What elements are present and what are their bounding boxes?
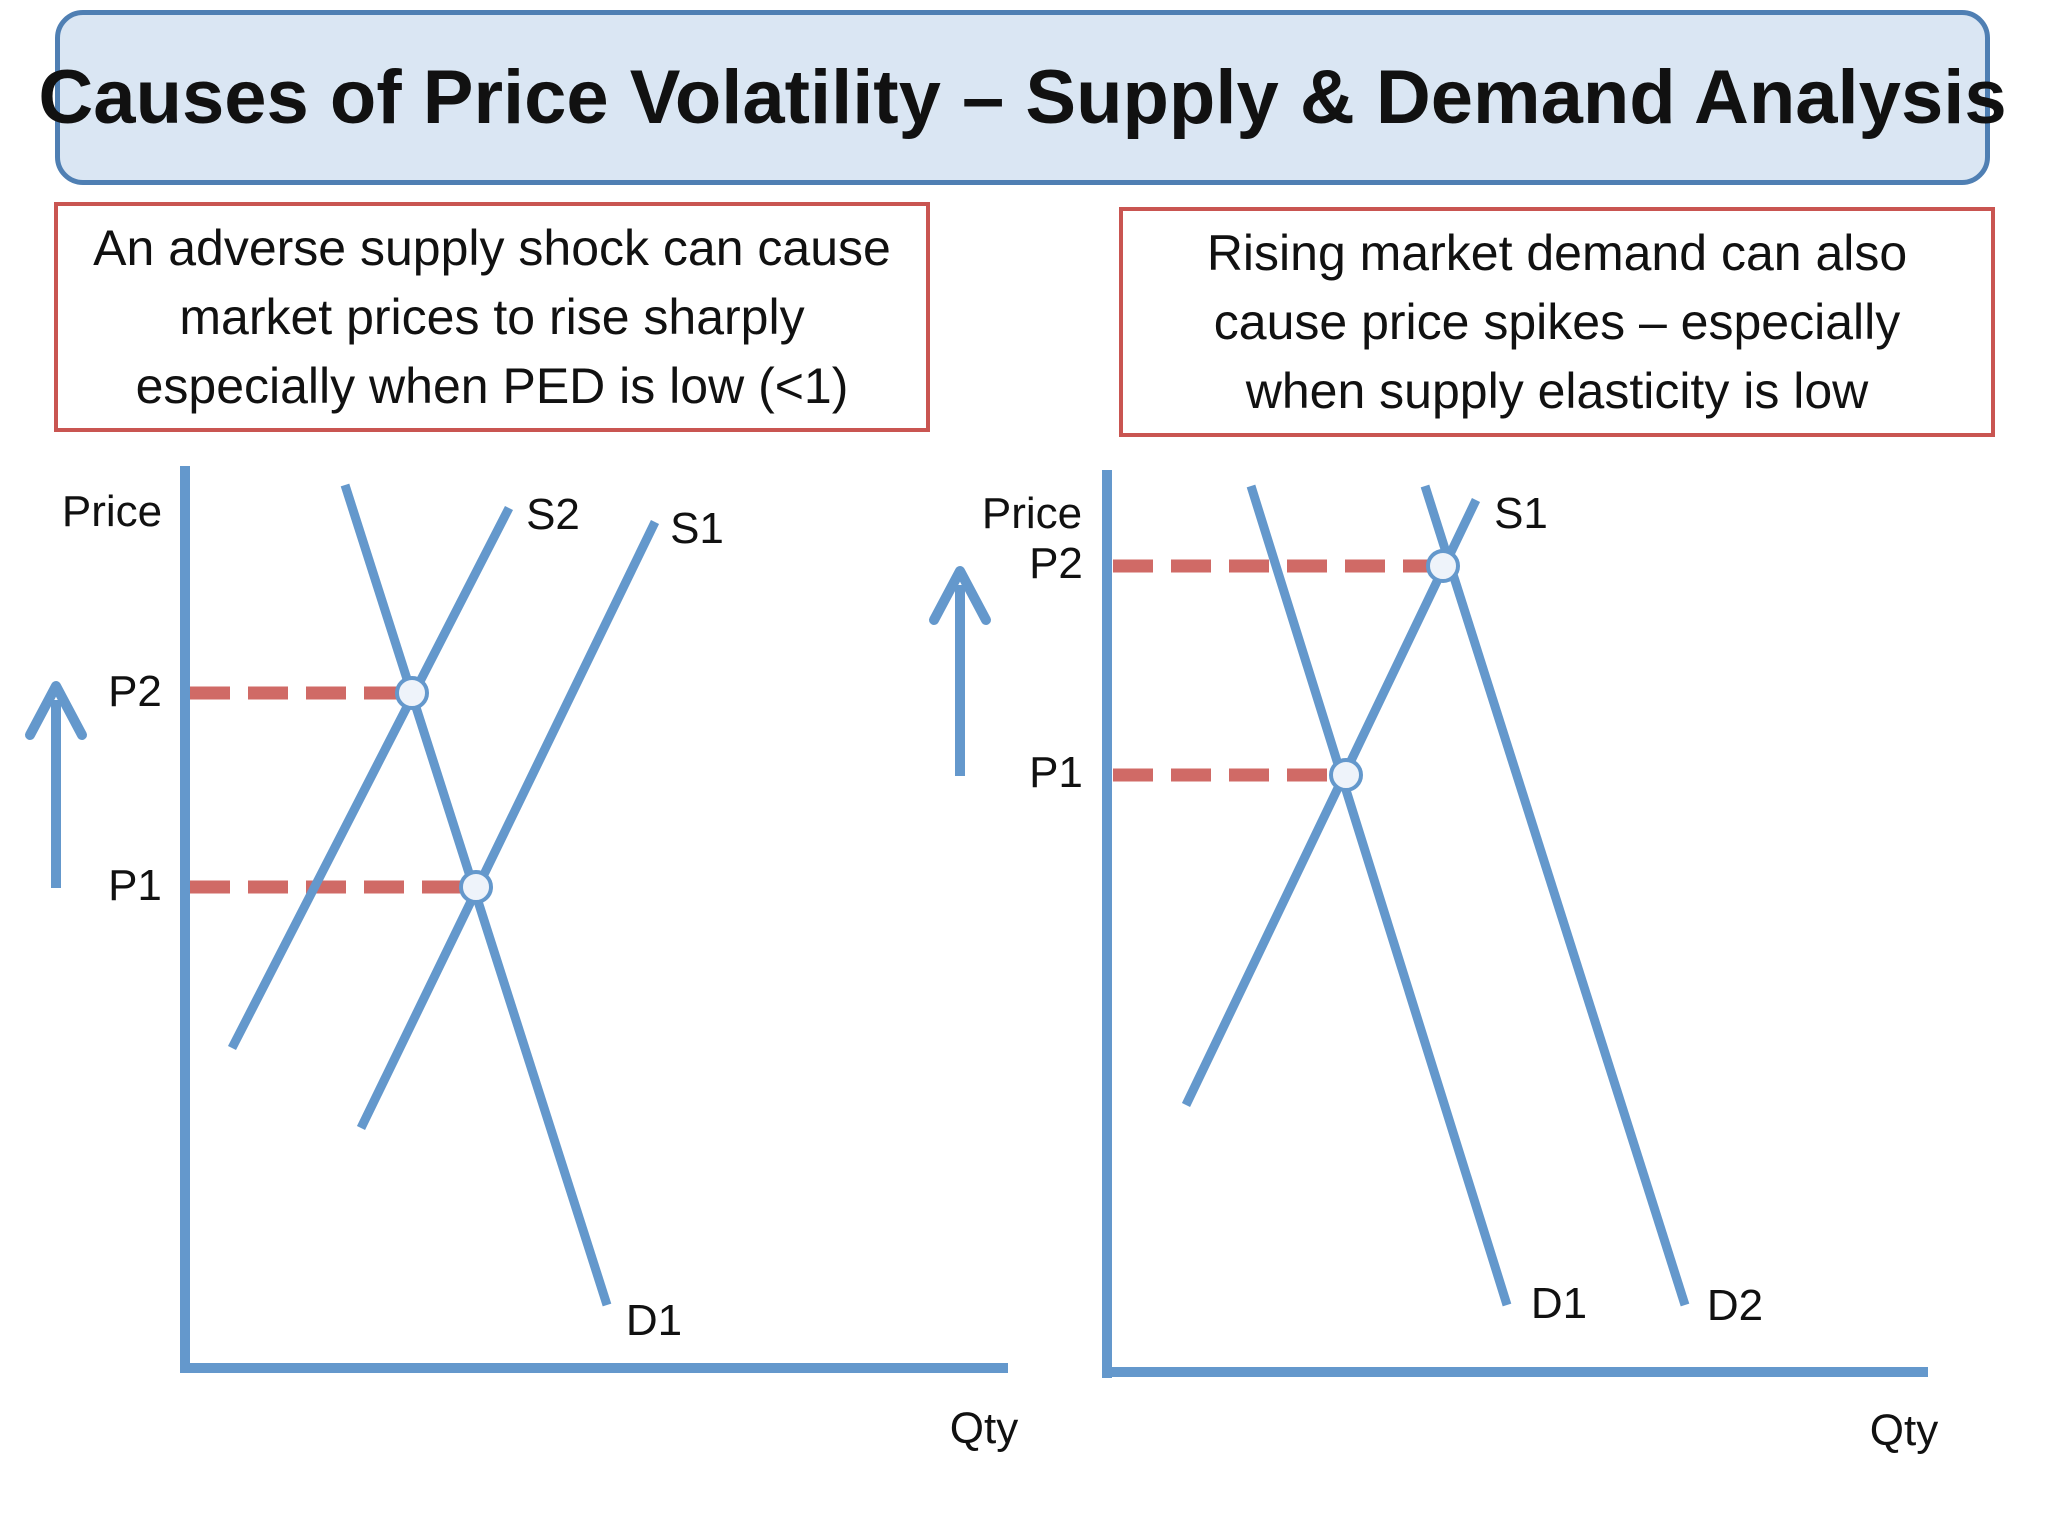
- right-d2-curve: [1420, 484, 1690, 1307]
- right-equilibrium-p1-point: [1329, 758, 1363, 792]
- page-title: Causes of Price Volatility – Supply & De…: [38, 55, 2007, 140]
- left-diagram: Price P2 P1 S2 S1 D1 Qty: [25, 466, 1018, 1453]
- right-explanation-text: Rising market demand can also cause pric…: [1207, 219, 1907, 426]
- left-equilibrium-p1-point: [459, 870, 493, 904]
- right-d1-label: D1: [1531, 1279, 1587, 1328]
- left-s1-curve: [356, 520, 660, 1130]
- right-y-axis-label: Price: [982, 489, 1082, 538]
- title-banner: Causes of Price Volatility – Supply & De…: [38, 10, 2007, 185]
- left-x-axis-label: Qty: [950, 1404, 1018, 1453]
- right-explanation-line: cause price spikes – especially: [1213, 293, 1901, 350]
- right-s1-label: S1: [1494, 489, 1548, 538]
- right-equilibrium-p2-point: [1426, 549, 1460, 583]
- left-y-axis-label: Price: [62, 487, 162, 536]
- left-s2-label: S2: [526, 490, 580, 539]
- left-explanation-line: especially when PED is low (<1): [135, 357, 849, 414]
- right-explanation-line: Rising market demand can also: [1206, 224, 1908, 281]
- right-s1-curve: [1181, 498, 1481, 1107]
- left-explanation-text: An adverse supply shock can cause market…: [93, 214, 891, 421]
- right-d2-label: D2: [1707, 1281, 1763, 1330]
- left-explanation-box: An adverse supply shock can cause market…: [54, 202, 930, 432]
- left-s2-curve: [227, 505, 514, 1051]
- right-p1-label: P1: [1029, 748, 1083, 797]
- left-p1-label: P1: [108, 861, 162, 910]
- right-p2-label: P2: [1029, 539, 1083, 588]
- left-explanation-line: market prices to rise sharply: [179, 288, 805, 345]
- left-s1-label: S1: [670, 504, 724, 553]
- right-x-axis-label: Qty: [1870, 1406, 1938, 1455]
- left-p2-label: P2: [108, 667, 162, 716]
- right-up-arrow-icon: [929, 566, 991, 776]
- left-equilibrium-p2-point: [395, 676, 429, 710]
- left-d1-label: D1: [626, 1296, 682, 1345]
- right-diagram: Price P2 P1 S1 D1 D2 Qty: [929, 470, 1938, 1455]
- left-explanation-line: An adverse supply shock can cause: [93, 219, 891, 276]
- left-up-arrow-icon: [25, 681, 87, 888]
- right-explanation-box: Rising market demand can also cause pric…: [1119, 207, 1995, 437]
- right-explanation-line: when supply elasticity is low: [1245, 362, 1869, 419]
- right-d1-curve: [1246, 484, 1512, 1307]
